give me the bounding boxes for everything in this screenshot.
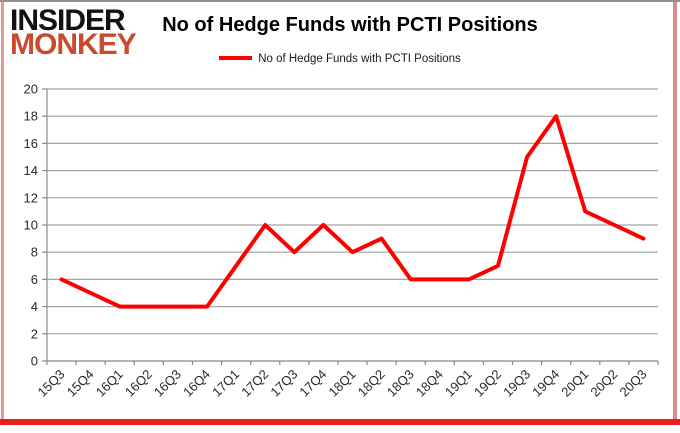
x-tick-label: 19Q2 (471, 367, 504, 400)
x-tick-label: 16Q2 (122, 367, 155, 400)
y-tick-label: 16 (24, 136, 38, 151)
x-tick-label: 16Q1 (93, 367, 126, 400)
x-tick-label: 15Q3 (35, 367, 68, 400)
x-tick-label: 20Q3 (616, 367, 649, 400)
x-tick-label: 17Q3 (267, 367, 300, 400)
chart-title: No of Hedge Funds with PCTI Positions (162, 14, 538, 36)
x-tick-label: 20Q1 (558, 367, 591, 400)
x-tick-label: 18Q4 (413, 367, 446, 400)
legend: No of Hedge Funds with PCTI Positions (0, 53, 680, 65)
x-tick-label: 18Q3 (384, 367, 417, 400)
y-tick-label: 12 (24, 190, 38, 205)
x-tick-label: 20Q2 (587, 367, 620, 400)
x-tick-label: 16Q4 (180, 367, 213, 400)
y-tick-label: 14 (24, 163, 38, 178)
x-tick-label: 19Q3 (500, 367, 533, 400)
series-line (59, 114, 646, 309)
x-tick-label: 17Q2 (238, 367, 271, 400)
x-tick-label: 17Q4 (296, 367, 329, 400)
logo-word-monkey: MONKEY (10, 28, 137, 61)
frame-border-top (0, 0, 680, 2)
logo-word-insider: INSIDER (10, 4, 126, 37)
y-tick-label: 6 (31, 272, 38, 287)
frame-border-right (673, 2, 677, 425)
y-tick-label: 18 (24, 109, 38, 124)
legend-line-swatch (219, 56, 253, 60)
legend-label: No of Hedge Funds with PCTI Positions (258, 53, 461, 65)
x-tick-label: 18Q2 (355, 367, 388, 400)
x-tick-label: 19Q1 (442, 367, 475, 400)
x-tick-label: 16Q3 (151, 367, 184, 400)
x-tick-label: 15Q4 (64, 367, 97, 400)
frame-border-left (1, 2, 4, 425)
y-tick-label: 20 (24, 82, 38, 97)
bottom-red-bar (0, 419, 680, 425)
y-tick-label: 2 (31, 326, 38, 341)
insider-monkey-logo: INSIDER MONKEY (10, 4, 137, 61)
x-tick-label: 19Q4 (529, 367, 562, 400)
y-tick-label: 8 (31, 245, 38, 260)
line-chart-canvas: 0 2 4 6 8 10 12 14 16 18 20 15Q315Q416Q116Q216Q316Q… (24, 82, 659, 400)
y-tick-label: 4 (31, 299, 38, 314)
x-tick-label: 18Q1 (326, 367, 359, 400)
y-tick-label: 0 (31, 354, 38, 369)
x-tick-label: 17Q1 (209, 367, 242, 400)
y-tick-label: 10 (24, 218, 38, 233)
